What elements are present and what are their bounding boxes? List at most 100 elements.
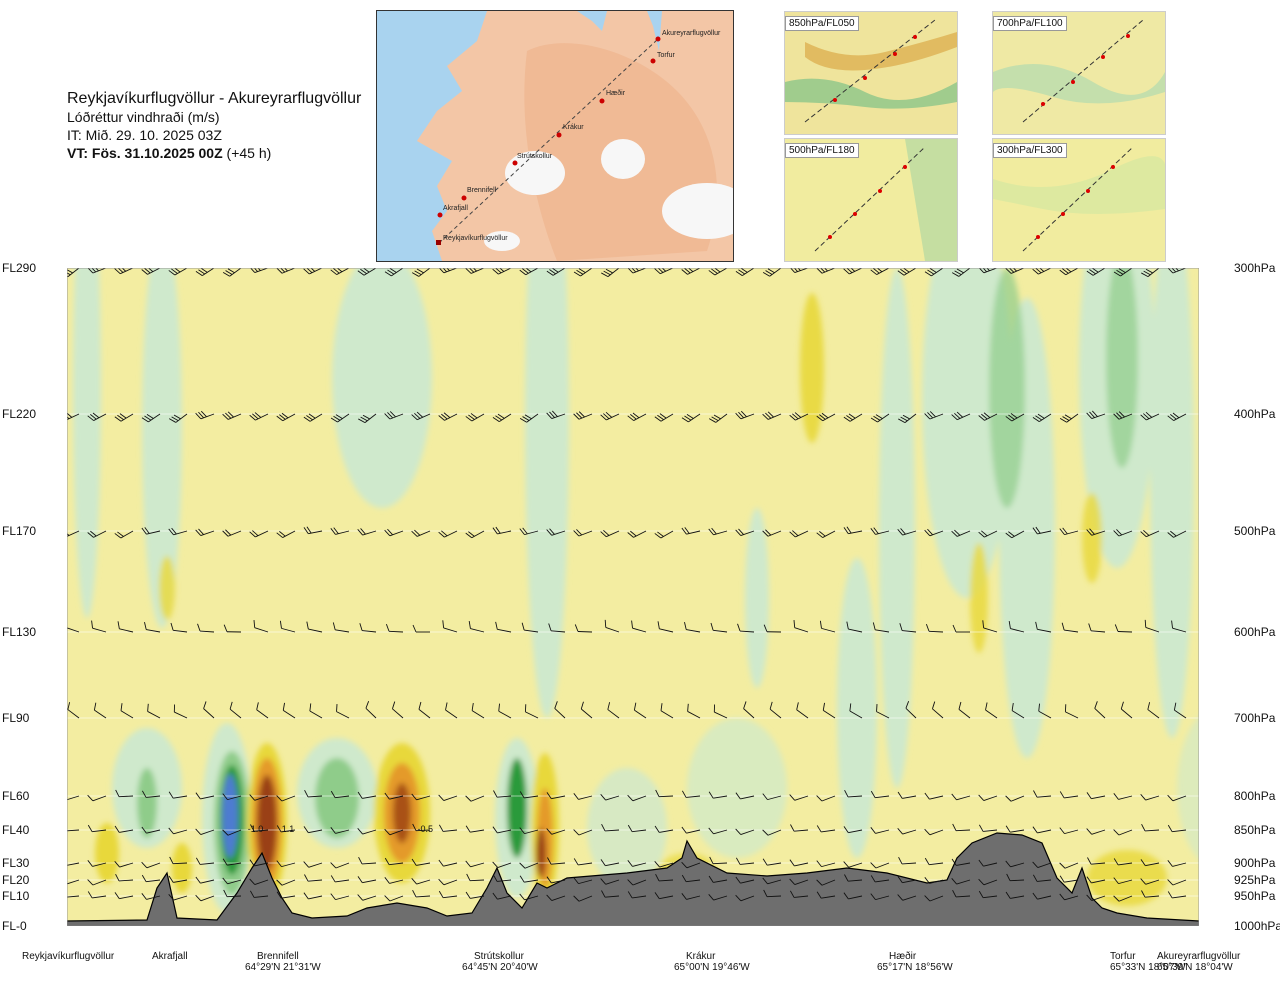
field-green-4 — [525, 268, 569, 718]
wind-barb — [1086, 268, 1106, 276]
wind-barb — [519, 413, 539, 423]
wind-barb — [1167, 860, 1187, 867]
wind-barb — [222, 877, 242, 885]
wind-barb — [1141, 890, 1160, 898]
wind-barb — [249, 878, 269, 885]
wind-barb — [924, 895, 944, 902]
wind-barb — [573, 895, 593, 902]
waypoint-label-7: Akureyrarflugvöllur 65°39'N 18°04'W — [1157, 951, 1240, 973]
wind-barb — [466, 873, 485, 882]
wind-barb — [708, 827, 728, 835]
wind-barb — [1113, 529, 1133, 537]
wind-barb — [114, 892, 134, 900]
wind-barb — [546, 410, 566, 419]
wind-barb — [384, 411, 404, 420]
wind-barb — [384, 857, 404, 866]
wind-barb — [1032, 526, 1052, 535]
wind-barb — [816, 879, 836, 886]
wind-barb — [709, 856, 728, 865]
waypoint-name: Hæðir — [889, 951, 917, 962]
wind-barb — [471, 702, 485, 719]
wind-barb — [195, 792, 215, 800]
wind-barb — [117, 621, 134, 633]
wind-barb — [249, 412, 269, 421]
wind-barb — [87, 824, 107, 833]
wind-barb — [1113, 877, 1133, 885]
wind-barb — [1086, 894, 1106, 901]
wind-barb — [547, 857, 566, 865]
wind-barb — [681, 826, 701, 834]
valid-time: VT: Fös. 31.10.2025 00Z (+45 h) — [67, 144, 361, 162]
wind-barb — [681, 861, 701, 869]
fl-label-1: FL220 — [2, 407, 37, 421]
hpa-label-10: 1000hPa — [1234, 919, 1280, 933]
field-yellow-11 — [1087, 850, 1167, 906]
wind-barb — [951, 877, 971, 885]
wind-barb — [195, 410, 215, 420]
wind-barb — [607, 702, 620, 719]
fl-label-0: FL290 — [2, 261, 37, 275]
wind-barb — [1113, 829, 1133, 836]
wind-barb — [573, 529, 593, 537]
wind-barb — [627, 412, 647, 421]
wind-barb — [495, 621, 512, 633]
hpa-label-6: 850hPa — [1234, 823, 1276, 837]
wind-barb — [1086, 828, 1106, 835]
field-green-13 — [837, 558, 877, 858]
inset-500-svg — [785, 139, 957, 261]
wind-barb — [195, 268, 215, 277]
hpa-label-1: 400hPa — [1234, 407, 1276, 421]
wind-barb — [114, 268, 134, 275]
waypoint-name: Akrafjall — [152, 951, 188, 962]
wind-barb — [223, 889, 242, 898]
field-yellow-1 — [800, 293, 824, 443]
wind-barb — [573, 829, 593, 836]
wind-barb — [952, 624, 970, 633]
hpa-label-2: 500hPa — [1234, 524, 1276, 538]
wind-barb — [600, 793, 620, 801]
wind-barb — [120, 703, 134, 719]
wind-barb — [899, 623, 917, 633]
wind-barb — [1167, 412, 1187, 421]
wind-barb — [384, 792, 404, 800]
wind-barb — [574, 624, 593, 633]
wind-barb — [438, 890, 458, 899]
chart-title: Reykjavíkurflugvöllur - Akureyrarflugvöl… — [67, 90, 362, 107]
wind-barb — [843, 861, 863, 868]
wind-barb — [303, 526, 323, 535]
wind-barb — [897, 827, 917, 835]
wind-barb — [870, 827, 890, 834]
cross-section-plot: -1.0 1.1 -0.5 — [66, 267, 1200, 927]
wind-barb — [660, 703, 674, 719]
chart-header: Reykjavíkurflugvöllur - Akureyrarflugvöl… — [67, 90, 361, 162]
waypoint-label-5: Hæðir 65°17'N 18°56'W — [877, 951, 953, 973]
wind-barb — [1140, 529, 1160, 538]
wind-barb — [735, 792, 755, 800]
wind-barb — [870, 268, 890, 275]
hpa-label-5: 800hPa — [1234, 789, 1276, 803]
wind-barb — [330, 862, 350, 869]
field-green-10 — [989, 268, 1025, 508]
wind-barb — [1059, 268, 1079, 276]
wind-barb — [1059, 413, 1079, 423]
wind-barb — [330, 527, 350, 535]
inset-300-svg — [993, 139, 1165, 261]
wind-barb — [681, 790, 701, 798]
wind-barb — [951, 793, 971, 801]
wind-barb — [357, 827, 377, 835]
wind-barb — [519, 862, 539, 869]
wind-barb — [493, 790, 512, 798]
wind-barb — [1006, 873, 1025, 882]
wind-barb — [412, 889, 431, 898]
wind-barb — [114, 413, 134, 422]
field-green-15 — [137, 768, 157, 838]
wind-barb — [276, 825, 296, 833]
wind-barb — [438, 859, 458, 867]
wind-barb — [276, 530, 296, 538]
wind-barb — [1113, 858, 1133, 866]
wind-barb — [1032, 268, 1052, 275]
wind-barb — [358, 413, 377, 424]
wind-barb — [681, 268, 701, 275]
wind-barb — [819, 620, 836, 633]
waypoint-coord: 64°29'N 21°31'W — [245, 962, 321, 973]
